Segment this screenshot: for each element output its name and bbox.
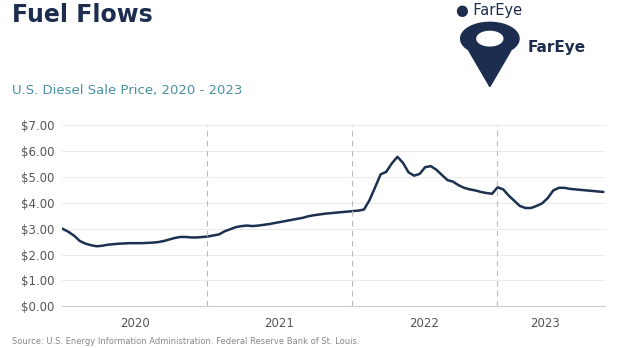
Text: ● FarEye: ● FarEye [456, 3, 522, 18]
Polygon shape [469, 50, 511, 87]
Text: Fuel Flows: Fuel Flows [12, 3, 154, 27]
Text: U.S. Diesel Sale Price, 2020 - 2023: U.S. Diesel Sale Price, 2020 - 2023 [12, 84, 243, 96]
Text: FarEye: FarEye [527, 40, 585, 55]
Text: Source: U.S. Energy Information Administration. Federal Reserve Bank of St. Loui: Source: U.S. Energy Information Administ… [12, 337, 360, 346]
Polygon shape [461, 22, 519, 55]
Polygon shape [477, 31, 503, 46]
